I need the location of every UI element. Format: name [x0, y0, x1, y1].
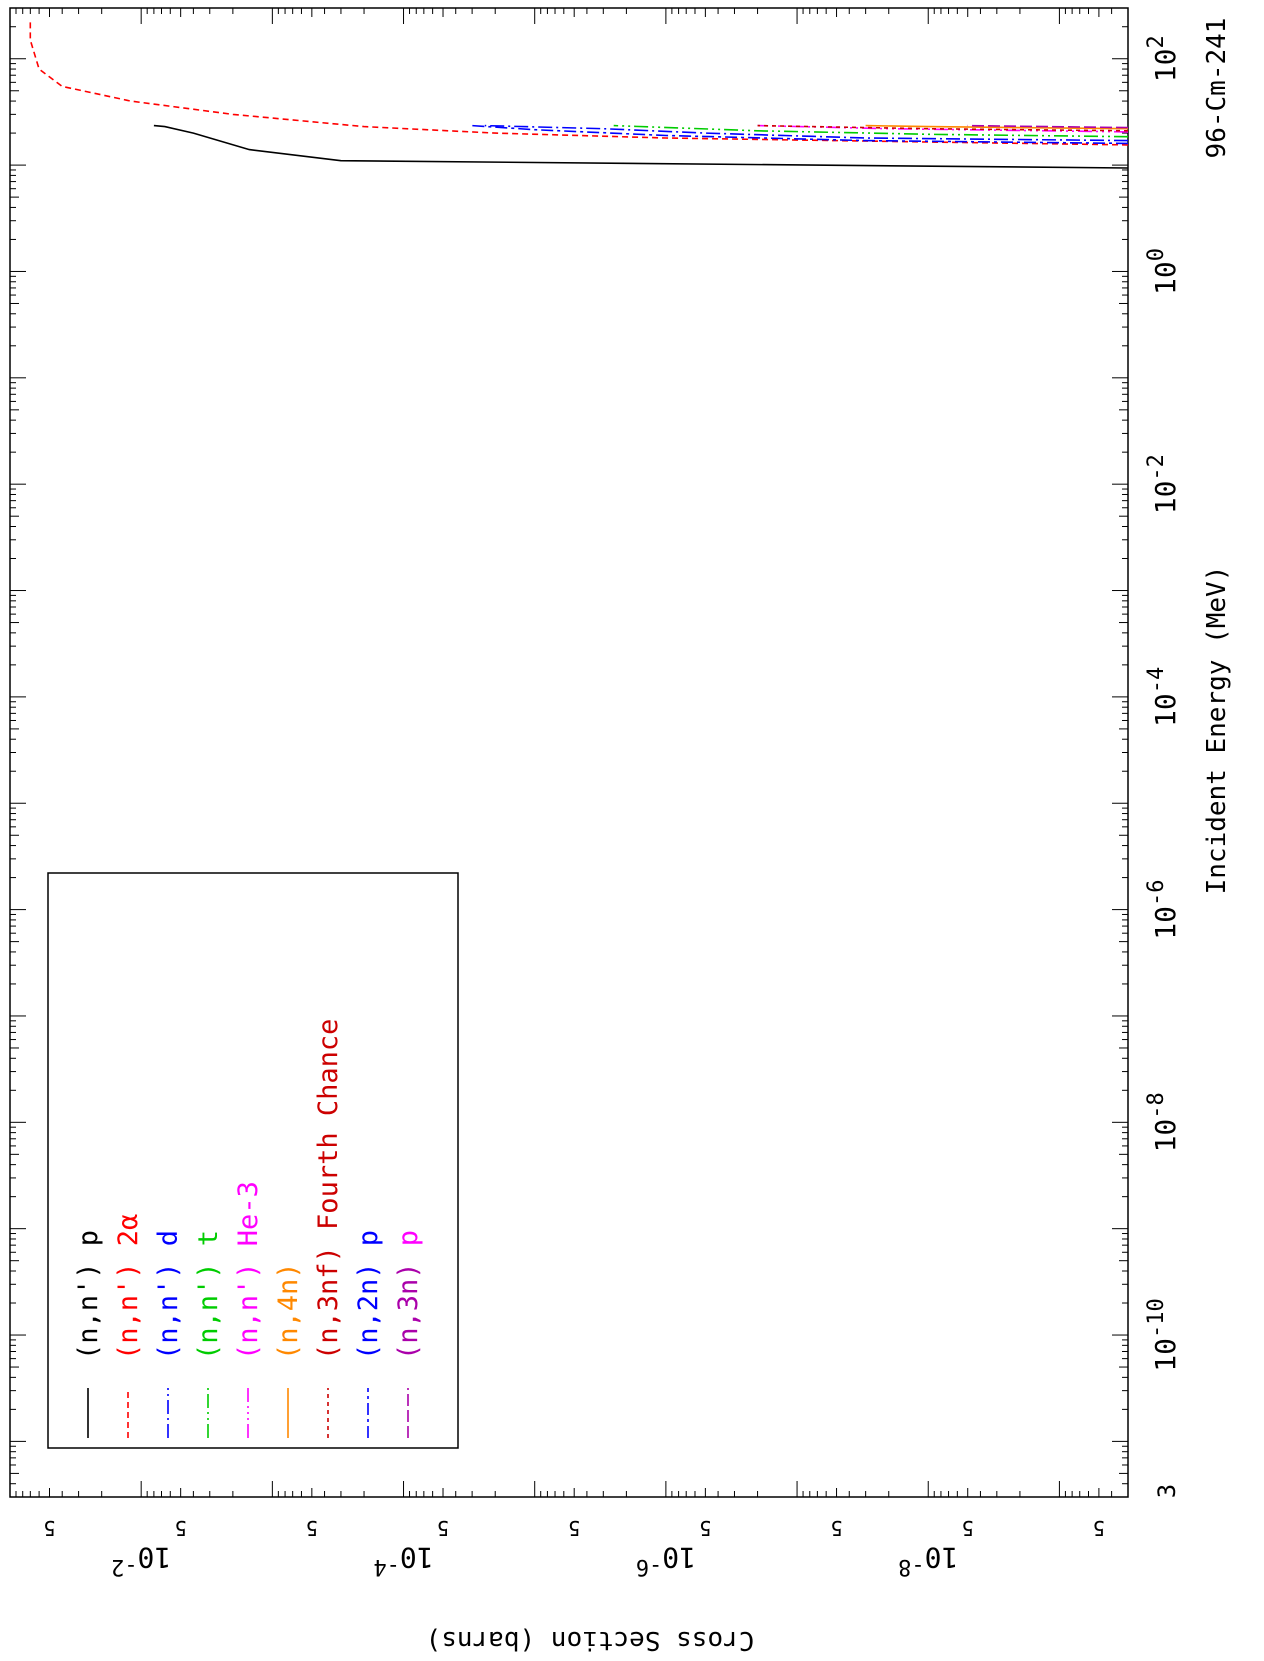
series-line-3	[613, 124, 1128, 138]
legend-label-6: (n,3nf) Fourth Chance	[313, 1019, 344, 1360]
series-line-8	[967, 124, 1128, 129]
series-line-7	[472, 124, 1128, 145]
y-minor-label: 5	[306, 1516, 318, 1540]
y-minor-label: 5	[437, 1516, 449, 1540]
y-tick-label: 10-4	[373, 1541, 433, 1579]
curves-group	[29, 22, 1128, 169]
legend-box	[47, 872, 459, 1449]
x-axis-title: Incident Energy (MeV)	[1202, 566, 1232, 895]
y-minor-label: 5	[568, 1516, 580, 1540]
series-line-6	[757, 124, 1128, 132]
x-tick-label: 10-2	[1144, 454, 1182, 514]
x-tick-label: 102	[1144, 35, 1182, 82]
y-tick-label: 10-8	[898, 1541, 958, 1579]
plot-area-group: 10-1010-810-610-410-2100102355555555510-…	[9, 7, 1182, 1579]
x-tick-label: 10-10	[1144, 1298, 1182, 1371]
series-line-2	[484, 124, 1128, 142]
y-minor-label: 5	[43, 1516, 55, 1540]
legend-label-7: (n,2n) p	[353, 1230, 384, 1360]
legend-label-8: (n,3n) p	[393, 1230, 424, 1360]
y-tick-label: 10-2	[111, 1541, 171, 1579]
y-minor-label: 5	[175, 1516, 187, 1540]
legend-label-3: (n,n') t	[193, 1230, 224, 1360]
x-tick-label: 10-8	[1144, 1092, 1182, 1152]
x-tick-label: 100	[1144, 248, 1182, 295]
x-tick-label: 10-4	[1144, 667, 1182, 727]
x-edge-label: 3	[1153, 1484, 1181, 1498]
series-line-4	[757, 124, 1128, 133]
legend-label-4: (n,n') He-3	[233, 1181, 264, 1360]
series-line-0	[153, 124, 1128, 169]
x-tick-label: 10-6	[1144, 879, 1182, 939]
y-minor-label: 5	[831, 1516, 843, 1540]
series-line-5	[865, 124, 1128, 130]
y-minor-label: 5	[1093, 1516, 1105, 1540]
y-axis-title: Cross Section (barns)	[426, 1625, 755, 1655]
y-minor-label: 5	[699, 1516, 711, 1540]
legend-label-1: (n,n') 2α	[113, 1214, 144, 1360]
legend-label-0: (n,n') p	[73, 1230, 104, 1360]
y-tick-label: 10-6	[636, 1541, 696, 1579]
nuclide-label: 96-Cm-241	[1202, 18, 1232, 159]
legend-label-5: (n,4n)	[273, 1262, 304, 1360]
y-minor-label: 5	[962, 1516, 974, 1540]
legend-label-2: (n,n') d	[153, 1230, 184, 1360]
series-line-1	[29, 22, 1128, 146]
